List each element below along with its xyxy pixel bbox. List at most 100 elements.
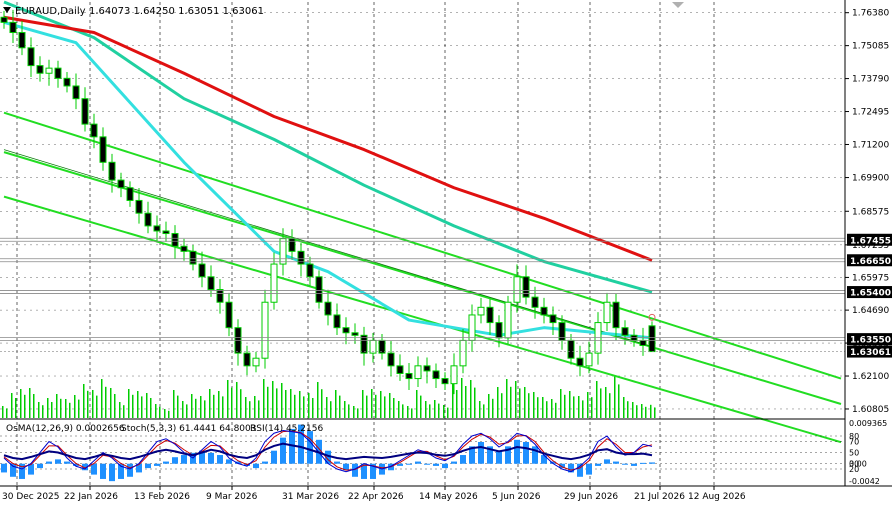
candle-body [369,339,377,354]
volume-bar [159,406,161,418]
osma-bar [280,437,286,464]
price-tick-label: 1.75085 [852,42,889,52]
volume-bar [303,396,305,418]
time-tick-label: 30 Dec 2025 [2,492,60,502]
candle-body [360,334,368,354]
stoch-main-line [3,429,653,473]
osma-bar [199,450,205,464]
volume-bar [420,395,422,418]
osma-bar [235,461,241,464]
volume-bar [155,404,157,418]
dropdown-triangle-icon[interactable] [3,7,11,13]
volume-bar [146,393,148,418]
middle-channel [3,151,842,405]
volume-bar [83,384,85,418]
candle-body [99,136,107,163]
osma-bar [604,459,610,464]
osma-bar [226,459,232,464]
candle-body [342,327,350,334]
candle-body [171,233,179,247]
volume-bar [276,388,278,418]
ohlc-values: 1.64073 1.64250 1.63051 1.63061 [89,6,264,17]
candle-body [576,357,584,367]
volume-bar [483,404,485,418]
volume-bar [137,391,139,418]
volume-bar [299,391,301,418]
candle-body [414,365,422,380]
candle-body [639,339,647,346]
volume-bar [465,386,467,418]
osma-bar [442,463,448,469]
osma-bar [136,463,142,473]
level-price-label: 1.67455 [850,236,891,246]
osma-bar [370,463,376,479]
volume-bar [402,404,404,418]
osma-bar [514,439,520,464]
rsi-label: RSI(14) 45.2156 [250,424,323,434]
volume-bar [398,401,400,418]
volume-bar [114,394,116,418]
price-tick-label: 1.64690 [852,306,889,316]
osma-bar [559,463,565,469]
osma-bar [478,441,484,464]
osma-bar [325,450,331,464]
price-tick-label: 1.60805 [852,405,889,415]
osma-bar [550,461,556,464]
osma-bar [568,463,574,473]
osma-bar [577,463,583,477]
osma-bar [172,457,178,464]
volume-bar [618,384,620,418]
volume-bar [371,389,373,418]
price-tick-label: 1.76380 [852,9,889,19]
osma-bar [415,461,421,464]
price-axis-panel [845,0,892,505]
price-tick-label: 1.73790 [852,75,889,85]
subwindow-axis-label: 20 [849,465,859,474]
time-tick-label: 21 Jul 2026 [634,492,685,502]
volume-bar [326,397,328,418]
volume-bar [600,388,602,418]
stoch-signal-line [3,430,653,471]
subwindow-axis-label: 0.00 [849,460,867,469]
volume-bar [587,392,589,418]
candle-body [450,365,458,385]
volume-bar [267,386,269,418]
volume-bar [479,401,481,418]
volume-bar [654,407,656,418]
subwindow-axis-label: 50 [849,449,859,458]
volume-bar [497,387,499,418]
volume-bar [501,393,503,418]
level-price-label: 1.65400 [850,289,891,299]
volume-bar [123,405,125,418]
volume-bar [384,396,386,418]
candle-body [279,238,287,265]
volume-bar [258,400,260,418]
volume-bar [60,398,62,418]
volume-bar [362,390,364,418]
candle-body [378,339,386,354]
candle-body [180,245,188,252]
osma-bar [46,461,52,464]
volume-bar [582,400,584,418]
volume-bar [11,393,13,418]
level-price-tag [847,333,892,346]
subwindow-axis-label: 70 [849,438,859,447]
osma-bar [19,463,25,479]
osma-bar [307,431,313,464]
level-price-tag [847,254,892,267]
volume-bar [281,383,283,418]
volume-bar [47,398,49,418]
volume-bar [551,399,553,418]
subwindow-axis-label: -0.0042 [849,477,880,486]
level-price-label: 1.66650 [850,257,891,267]
time-tick-label: 22 Jan 2026 [64,492,118,502]
volume-bar [128,389,130,418]
volume-bar [555,402,557,418]
candle-body [18,32,26,49]
stoch-label: Stoch(5,3,3) 61.4441 64.8003 [121,424,256,434]
candle-body [549,314,557,324]
upper-channel [3,111,842,380]
osma-bar [208,452,214,464]
osma-bar [496,450,502,464]
